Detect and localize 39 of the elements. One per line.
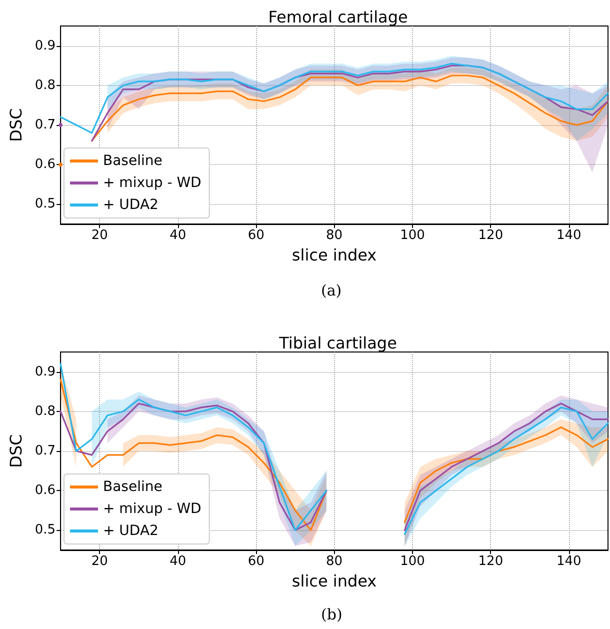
x-tick-label: 80 bbox=[326, 228, 343, 243]
y-tick-label: 0.7 bbox=[34, 444, 56, 458]
x-tick-label: 120 bbox=[478, 228, 504, 243]
x-tick-label: 100 bbox=[400, 554, 425, 569]
legend-label: + UDA2 bbox=[103, 197, 158, 213]
y-tick-label: 0.9 bbox=[34, 364, 56, 380]
x-tick-label: 40 bbox=[170, 228, 186, 243]
y-axis-title: DSC bbox=[6, 108, 26, 142]
y-tick-label: 0.8 bbox=[34, 404, 56, 419]
y-tick-label: 0.9 bbox=[34, 38, 56, 54]
text: (a) bbox=[321, 282, 342, 300]
y-tick-label: 0.7 bbox=[34, 118, 56, 132]
y-tick-label: 0.5 bbox=[34, 196, 56, 212]
legend-label: + UDA2 bbox=[103, 523, 158, 539]
legend-label: Baseline bbox=[103, 153, 162, 169]
x-tick-label: 140 bbox=[556, 554, 582, 569]
x-tick-label: 120 bbox=[478, 554, 504, 569]
y-tick-label: 0.6 bbox=[34, 483, 56, 498]
legend-label: Baseline bbox=[103, 479, 162, 495]
y-tick-label: 0.6 bbox=[34, 157, 56, 172]
x-tick-label: 60 bbox=[248, 554, 264, 569]
text: (b) bbox=[321, 606, 342, 624]
x-tick-label: 20 bbox=[91, 228, 108, 243]
x-tick-label: 140 bbox=[556, 228, 582, 243]
x-tick-label: 20 bbox=[91, 554, 108, 569]
chart-title: Femoral cartilage bbox=[268, 8, 408, 26]
y-tick-label: 0.5 bbox=[34, 522, 56, 538]
y-tick-label: 0.8 bbox=[34, 78, 56, 93]
legend-label: + mixup - WD bbox=[103, 175, 202, 191]
x-tick-label: 60 bbox=[248, 228, 264, 243]
y-axis-title: DSC bbox=[6, 434, 26, 468]
legend-label: + mixup - WD bbox=[103, 501, 202, 517]
x-tick-label: 80 bbox=[326, 554, 343, 569]
x-tick-label: 100 bbox=[400, 228, 425, 243]
x-axis-title: slice index bbox=[292, 245, 377, 264]
x-tick-label: 40 bbox=[170, 554, 186, 569]
x-axis-title: slice index bbox=[292, 571, 377, 590]
chart-title: Tibial cartilage bbox=[278, 334, 397, 352]
line-series bbox=[60, 62, 609, 134]
